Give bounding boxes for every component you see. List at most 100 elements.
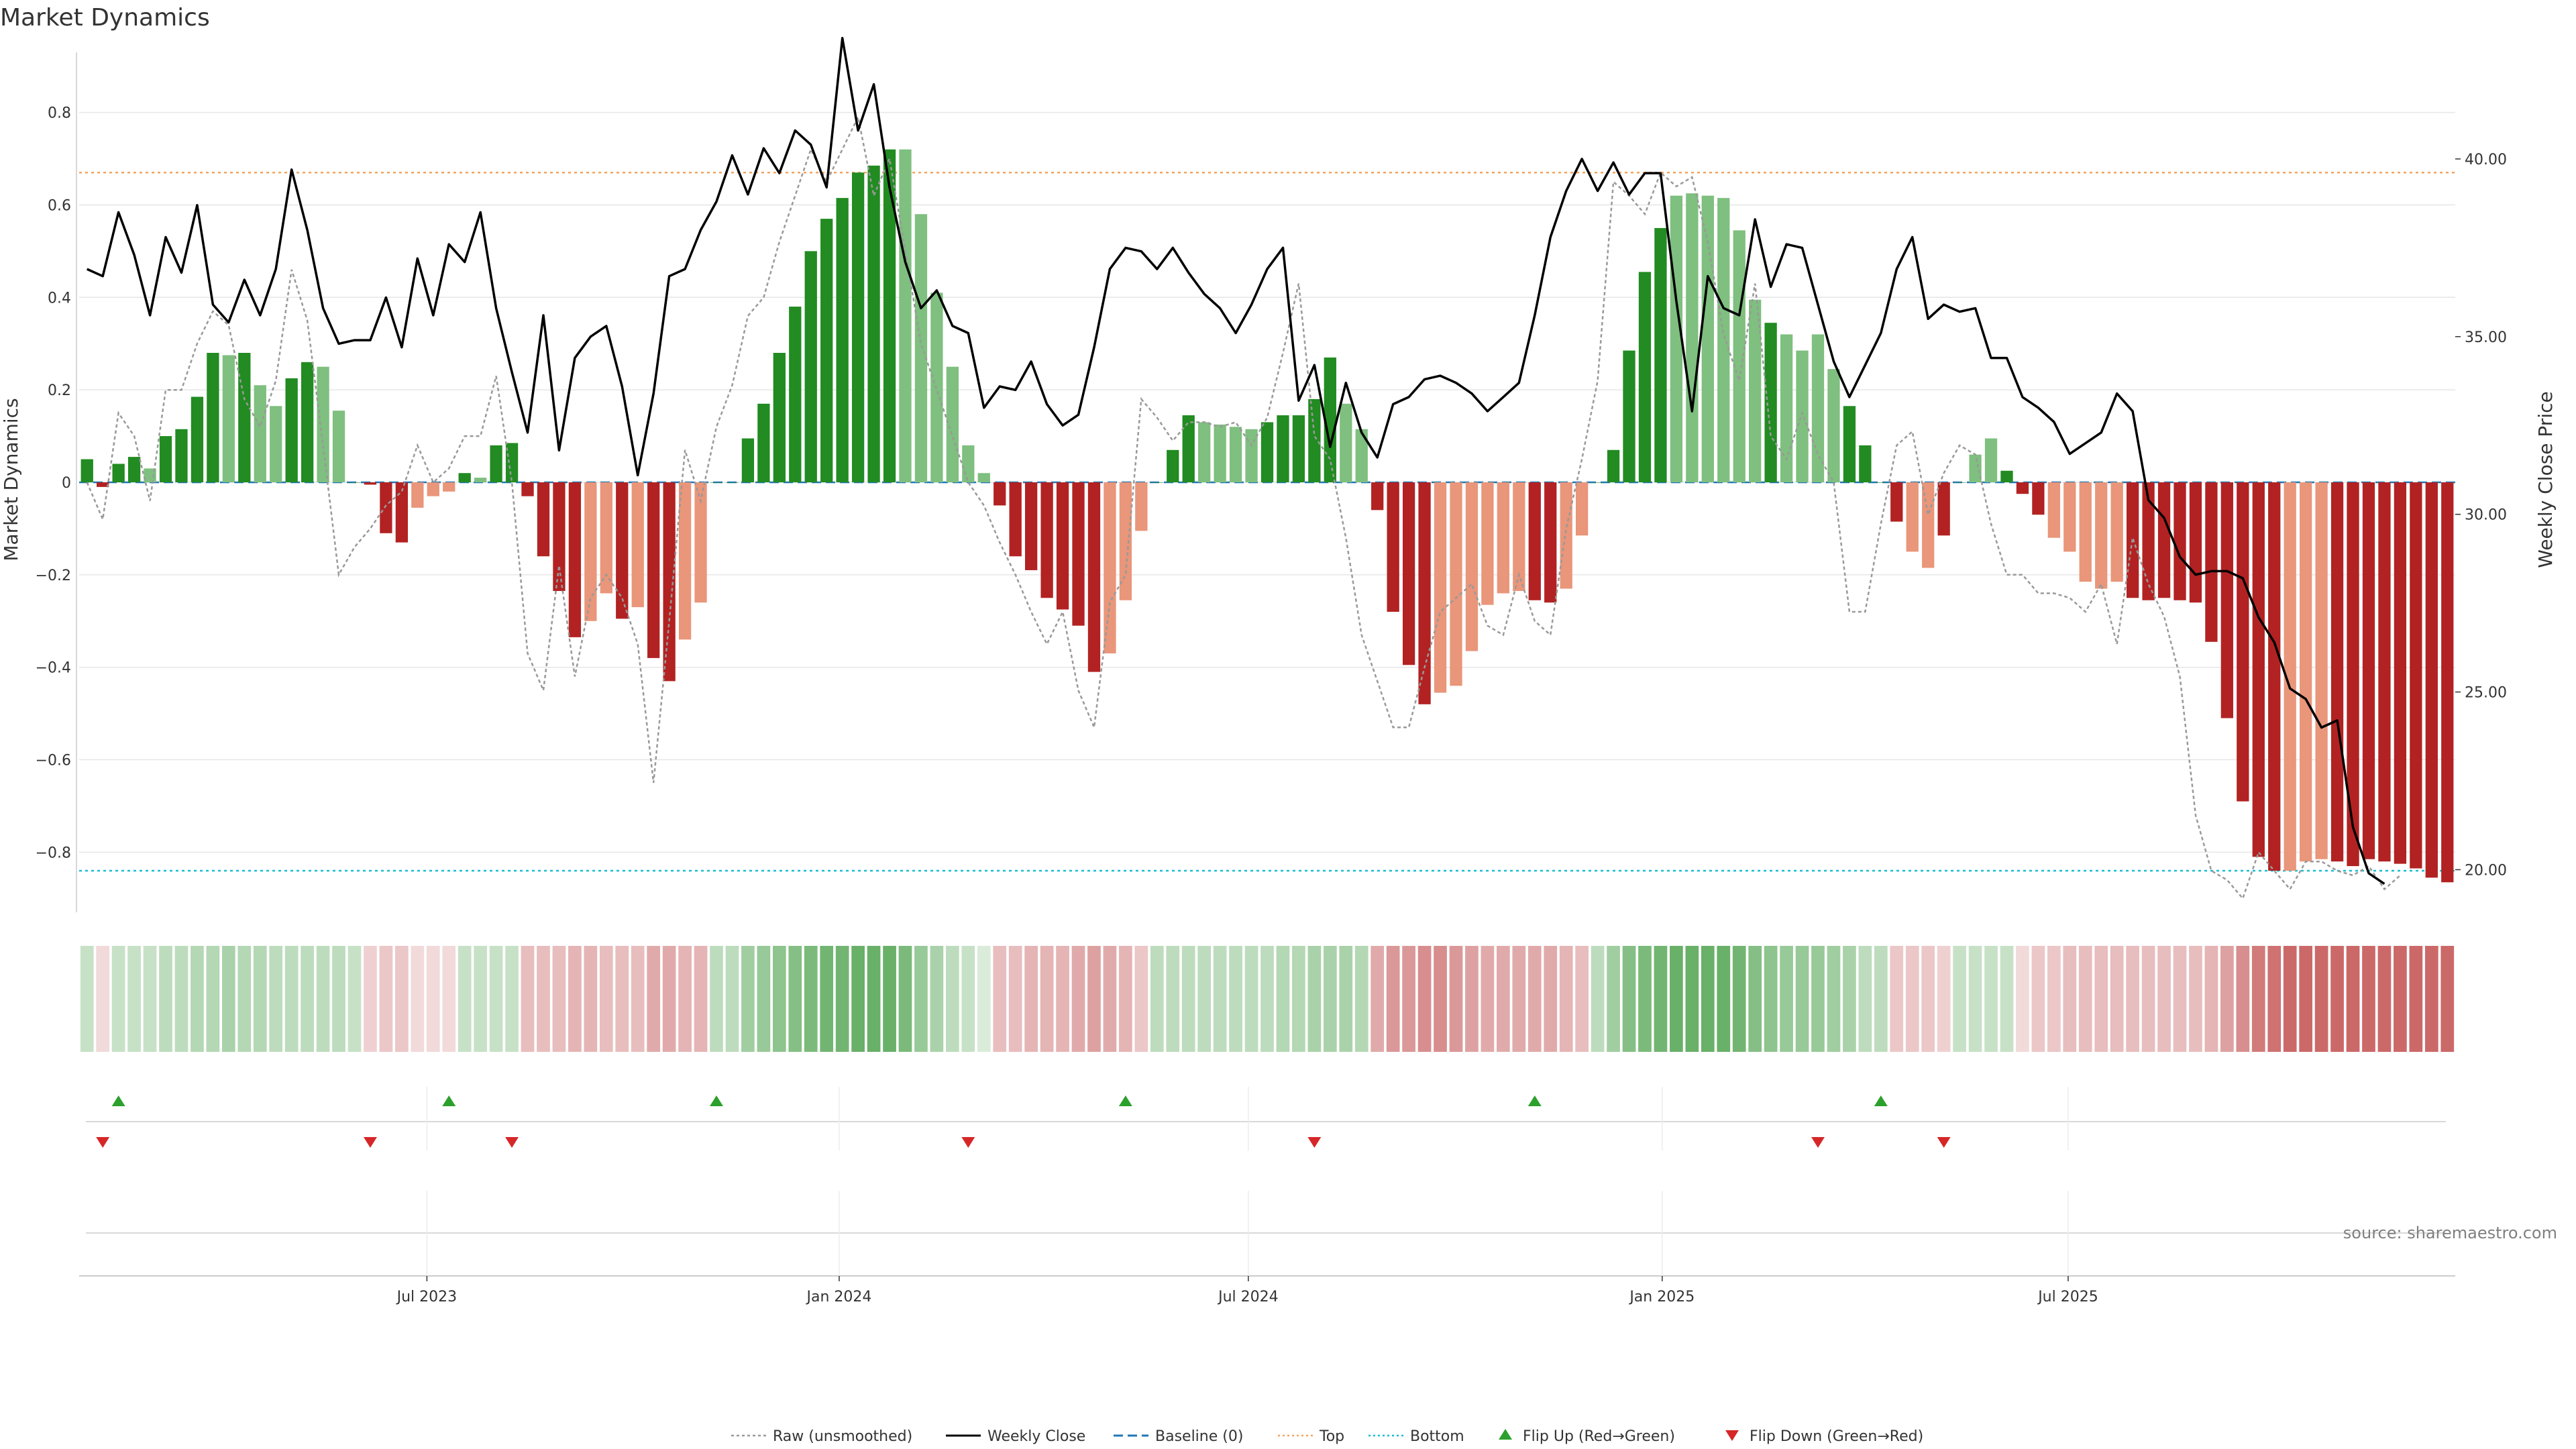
bar	[1859, 445, 1872, 482]
strip-cell	[1323, 946, 1337, 1052]
strip-cell	[961, 946, 975, 1052]
strip-cell	[1607, 946, 1620, 1052]
bar	[1890, 482, 1903, 522]
strip-cell	[599, 946, 613, 1052]
bar	[521, 482, 534, 496]
y-tick-label: 0.2	[48, 382, 71, 399]
legend-item-close: Weekly Close	[946, 1428, 1085, 1445]
bar	[1513, 482, 1525, 591]
strip-cell	[1150, 946, 1164, 1052]
bar-series	[80, 149, 2454, 883]
strip-cell	[505, 946, 519, 1052]
bar	[1701, 195, 1714, 482]
flip-down-marker	[1811, 1137, 1825, 1148]
legend-label-close: Weekly Close	[987, 1428, 1085, 1445]
strip-cell	[2236, 946, 2250, 1052]
bar	[2205, 482, 2218, 642]
strip-cell	[1244, 946, 1258, 1052]
bar	[1560, 482, 1572, 589]
bar	[899, 149, 912, 482]
bar	[2362, 482, 2375, 859]
regime-strip	[80, 946, 2455, 1052]
strip-cell	[1497, 946, 1510, 1052]
bar	[2157, 482, 2171, 598]
strip-cell	[1213, 946, 1227, 1052]
bar	[994, 482, 1006, 506]
bar	[1418, 482, 1431, 704]
strip-cell	[332, 946, 345, 1052]
strip-cell	[946, 946, 959, 1052]
strip-cell	[647, 946, 661, 1052]
strip-cell	[1921, 946, 1935, 1052]
bar	[1450, 482, 1462, 686]
bar	[1434, 482, 1447, 693]
strip-cell	[1402, 946, 1415, 1052]
strip-cell	[1544, 946, 1558, 1052]
bar	[1340, 403, 1352, 482]
strip-cell	[301, 946, 314, 1052]
strip-cell	[678, 946, 692, 1052]
strip-cell	[851, 946, 865, 1052]
flip-down-marker	[961, 1137, 975, 1148]
strip-cell	[2016, 946, 2029, 1052]
flip-up-marker	[710, 1095, 724, 1106]
flip-up-marker	[111, 1095, 125, 1106]
bar	[1182, 415, 1195, 482]
bar	[254, 385, 266, 482]
bar	[2394, 482, 2407, 864]
x-tick-label: Jul 2023	[396, 1289, 458, 1305]
strip-cell	[284, 946, 299, 1052]
legend-item-raw: Raw (unsmoothed)	[731, 1428, 912, 1445]
bar	[1371, 482, 1384, 511]
bar	[1229, 427, 1242, 482]
strip-cell	[1040, 946, 1054, 1052]
bar	[1623, 350, 1635, 482]
strip-cell	[2283, 946, 2297, 1052]
strip-cell	[191, 946, 204, 1052]
flip-markers	[86, 1087, 2446, 1150]
bar	[332, 411, 345, 482]
strip-cell	[741, 946, 755, 1052]
bar	[2315, 482, 2328, 859]
strip-cell	[1024, 946, 1038, 1052]
y-tick-label: 0.8	[48, 105, 71, 122]
strip-cell	[2330, 946, 2344, 1052]
strip-cell	[1717, 946, 1731, 1052]
bar	[820, 219, 833, 482]
strip-cell	[347, 946, 362, 1052]
strip-cell	[1465, 946, 1479, 1052]
bar	[1277, 415, 1289, 482]
strip-cell	[1197, 946, 1212, 1052]
bar	[1717, 198, 1730, 482]
strip-cell	[111, 946, 125, 1052]
bar	[1497, 482, 1510, 594]
strip-cell	[411, 946, 425, 1052]
strip-cell	[615, 946, 629, 1052]
bar	[1135, 482, 1148, 531]
bar	[97, 482, 109, 487]
bar	[946, 366, 959, 482]
bar	[317, 366, 329, 482]
strip-cell	[1953, 946, 1966, 1052]
bar	[112, 464, 125, 482]
bar	[1969, 454, 1982, 482]
strip-cell	[269, 946, 283, 1052]
strip-cell	[395, 946, 409, 1052]
strip-cell	[2189, 946, 2202, 1052]
strip-cell	[1874, 946, 1888, 1052]
raw-line	[86, 114, 2401, 900]
bar	[443, 482, 455, 492]
bar	[270, 406, 282, 482]
strip-cell	[930, 946, 944, 1052]
strip-cell	[127, 946, 141, 1052]
bar	[2252, 482, 2265, 857]
source-label: source: sharemaestro.com	[2343, 1224, 2557, 1242]
bar	[301, 362, 314, 482]
strip-cell	[1968, 946, 1982, 1052]
strip-cell	[206, 946, 220, 1052]
bar	[1324, 357, 1336, 482]
bar	[1072, 482, 1085, 626]
strip-cell	[710, 946, 723, 1052]
strip-cell	[1087, 946, 1101, 1052]
